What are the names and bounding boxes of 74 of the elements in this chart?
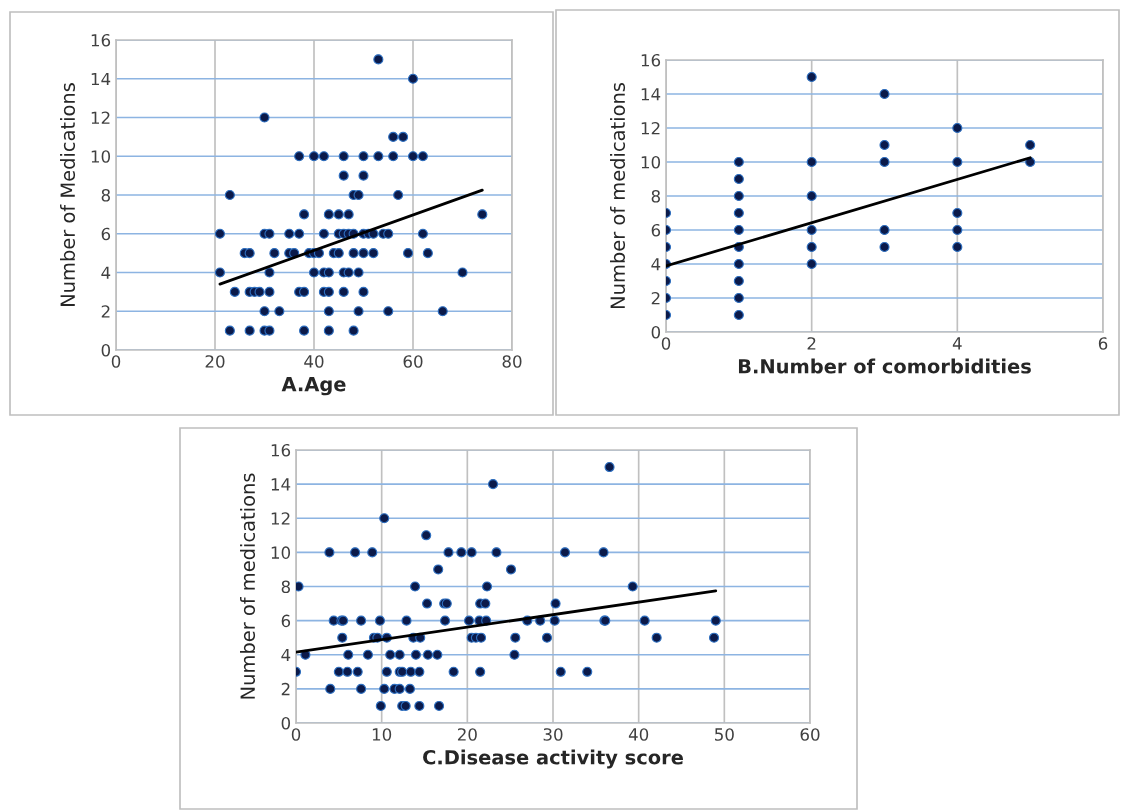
y-axis-title: Number of medications [240, 473, 256, 699]
point [806, 190, 817, 202]
y-tick-label: 8 [281, 580, 290, 594]
y-tick-label: 10 [641, 155, 661, 169]
y-tick-label: 10 [271, 546, 291, 559]
x-tick-label: 30 [543, 728, 563, 741]
y-tick-label: 16 [641, 53, 661, 67]
point [952, 224, 963, 236]
point [806, 224, 817, 236]
point [733, 309, 744, 321]
point [879, 241, 890, 253]
y-tick-label: 8 [651, 189, 660, 203]
y-tick-label: 14 [271, 478, 291, 491]
y-tick-label: 12 [271, 512, 290, 525]
x-axis-title: B.Number of comorbidities [738, 358, 1031, 374]
x-tick-label: 60 [403, 355, 423, 368]
point [1025, 139, 1036, 151]
point [879, 156, 890, 168]
y-tick-label: 0 [281, 716, 291, 730]
y-axis-title: Number of Medications [60, 83, 76, 306]
x-tick-label: 2 [807, 337, 816, 350]
x-tick-label: 6 [1098, 337, 1108, 350]
point [952, 156, 963, 168]
point [733, 190, 744, 202]
point [733, 207, 744, 219]
y-tick-label: 12 [91, 111, 110, 124]
x-tick-label: 40 [304, 355, 324, 368]
x-tick-label: 4 [952, 337, 962, 350]
x-axis-title: C.Disease activity score [423, 749, 683, 769]
point [879, 224, 890, 236]
point [733, 156, 744, 168]
point [733, 224, 744, 236]
x-tick-label: 40 [628, 728, 649, 741]
y-tick-label: 2 [281, 682, 290, 696]
y-axis-title: Number of medications [610, 83, 626, 309]
point [733, 292, 744, 304]
x-tick-label: 20 [457, 728, 477, 741]
x-tick-label: 60 [800, 728, 820, 741]
y-tick-label: 6 [101, 227, 111, 241]
point [733, 275, 744, 287]
point [733, 173, 744, 185]
y-tick-label: 2 [101, 305, 110, 318]
x-tick-label: 80 [502, 355, 522, 368]
point [806, 71, 817, 83]
y-tick-label: 10 [91, 150, 111, 163]
point [806, 156, 817, 168]
point [952, 122, 963, 134]
y-tick-label: 6 [651, 223, 661, 237]
x-tick-label: 10 [372, 728, 392, 741]
point [952, 207, 963, 219]
x-tick-label: 0 [661, 337, 671, 350]
point [733, 258, 744, 270]
x-tick-label: 0 [111, 355, 121, 368]
y-tick-label: 8 [101, 188, 110, 202]
point [806, 258, 817, 270]
point [952, 241, 963, 253]
y-tick-label: 4 [281, 648, 291, 662]
x-tick-label: 50 [715, 728, 734, 741]
x-tick-label: 20 [205, 355, 225, 368]
point [879, 139, 890, 151]
y-tick-label: 2 [651, 291, 660, 305]
y-tick-label: 14 [91, 72, 111, 86]
y-tick-label: 6 [281, 614, 291, 628]
point [806, 241, 817, 253]
y-tick-label: 16 [271, 443, 291, 457]
y-tick-label: 0 [651, 325, 661, 339]
y-tick-label: 16 [91, 33, 111, 47]
y-tick-label: 14 [641, 88, 661, 101]
y-tick-label: 4 [101, 266, 111, 279]
y-tick-label: 12 [641, 121, 660, 135]
y-tick-label: 4 [651, 258, 661, 271]
x-axis-title: A.Age [281, 376, 346, 396]
x-tick-label: 0 [291, 728, 301, 741]
point [879, 88, 890, 100]
